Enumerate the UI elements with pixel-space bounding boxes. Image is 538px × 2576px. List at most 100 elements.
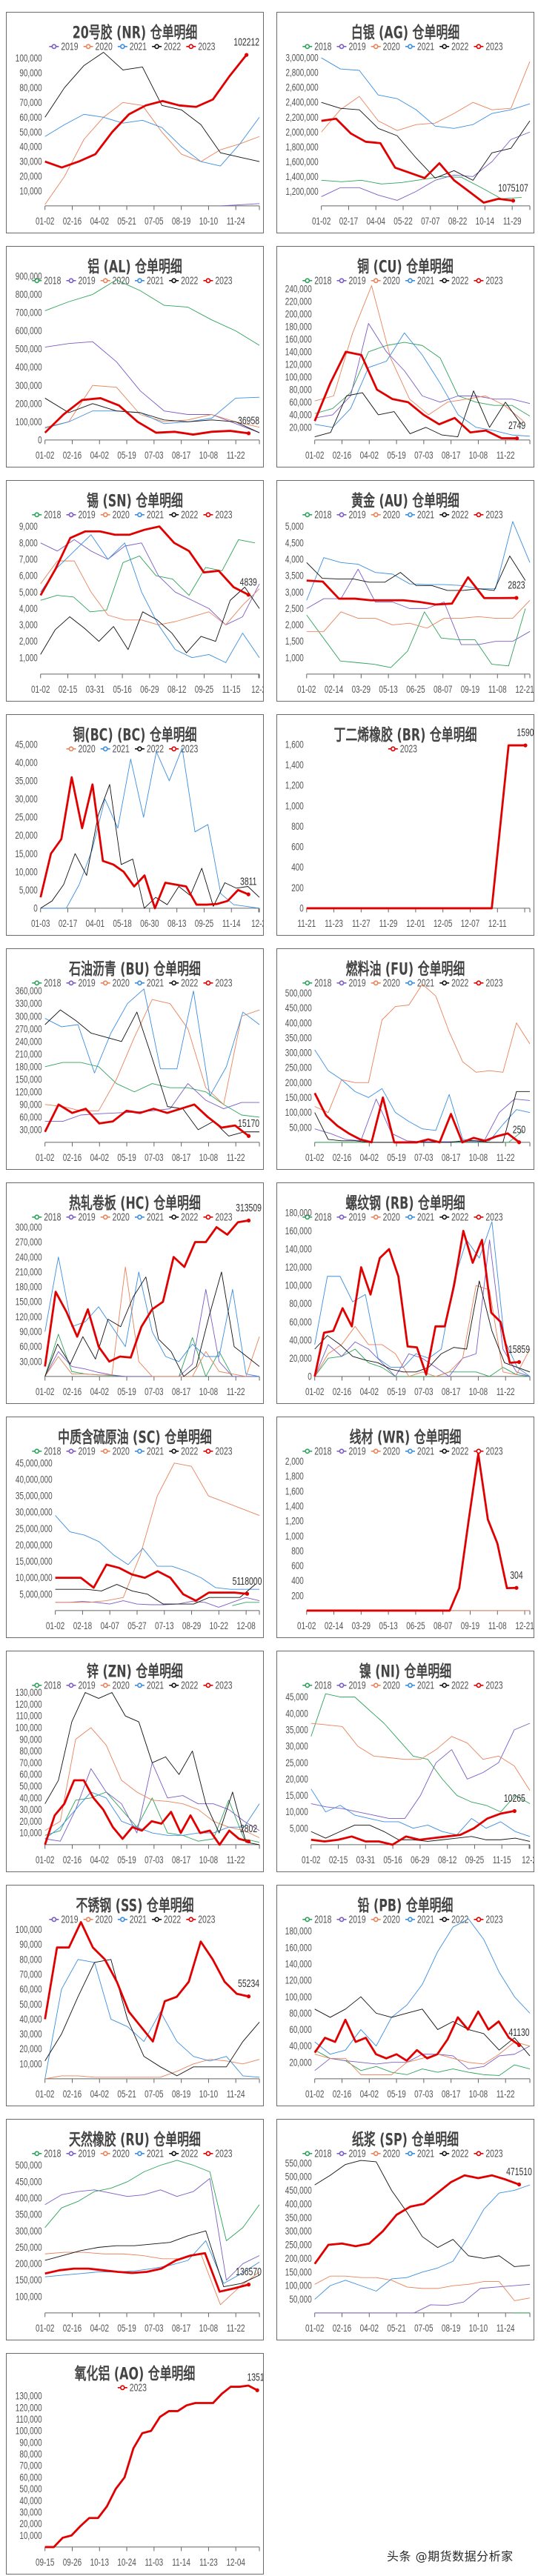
- legend-item-2023[interactable]: 2023: [474, 1211, 503, 1223]
- legend-item-2021[interactable]: 2021: [405, 1445, 434, 1457]
- legend-item-2019[interactable]: 2019: [337, 1680, 366, 1691]
- legend-item-2023[interactable]: 2023: [474, 41, 503, 53]
- legend-item-2022[interactable]: 2022: [169, 1211, 198, 1223]
- legend-item-2018[interactable]: 2018: [32, 977, 61, 989]
- legend-item-2022[interactable]: 2022: [169, 977, 198, 989]
- legend-item-2020[interactable]: 2020: [371, 1445, 400, 1457]
- legend-item-2023[interactable]: 2023: [203, 977, 233, 989]
- legend-item-2022[interactable]: 2022: [169, 509, 198, 521]
- legend-item-2022[interactable]: 2022: [439, 41, 468, 53]
- legend-item-2022[interactable]: 2022: [439, 275, 468, 287]
- legend-item-2022[interactable]: 2022: [439, 1211, 468, 1223]
- legend-item-2023[interactable]: 2023: [388, 743, 417, 755]
- legend-item-2021[interactable]: 2021: [135, 977, 164, 989]
- legend-item-2019[interactable]: 2019: [67, 977, 96, 989]
- legend-item-2018[interactable]: 2018: [32, 2148, 61, 2160]
- legend-item-2021[interactable]: 2021: [405, 977, 434, 989]
- legend-item-2020[interactable]: 2020: [371, 1914, 400, 1926]
- legend-item-2023[interactable]: 2023: [474, 275, 503, 287]
- legend-item-2019[interactable]: 2019: [337, 41, 366, 53]
- legend-item-2020[interactable]: 2020: [371, 41, 400, 53]
- legend-item-2018[interactable]: 2018: [32, 275, 61, 287]
- legend-item-2020[interactable]: 2020: [371, 509, 400, 521]
- legend-item-2022[interactable]: 2022: [169, 1445, 198, 1457]
- legend-item-2019[interactable]: 2019: [337, 275, 366, 287]
- legend-item-2020[interactable]: 2020: [84, 41, 113, 53]
- legend-item-2022[interactable]: 2022: [135, 743, 164, 755]
- legend-item-2022[interactable]: 2022: [439, 977, 468, 989]
- legend-item-2018[interactable]: 2018: [302, 275, 331, 287]
- legend-item-2021[interactable]: 2021: [135, 1680, 164, 1691]
- legend-item-2021[interactable]: 2021: [135, 2148, 164, 2160]
- legend-item-2019[interactable]: 2019: [337, 2148, 366, 2160]
- legend-item-2020[interactable]: 2020: [101, 1680, 130, 1691]
- legend-item-2023[interactable]: 2023: [203, 1211, 233, 1223]
- legend-item-2019[interactable]: 2019: [67, 1680, 96, 1691]
- legend-item-2023[interactable]: 2023: [474, 977, 503, 989]
- legend-item-2021[interactable]: 2021: [405, 1211, 434, 1223]
- legend-item-2023[interactable]: 2023: [474, 2148, 503, 2160]
- legend-item-2019[interactable]: 2019: [67, 1445, 96, 1457]
- legend-item-2023[interactable]: 2023: [169, 743, 198, 755]
- legend-item-2023[interactable]: 2023: [203, 509, 233, 521]
- legend-item-2021[interactable]: 2021: [405, 275, 434, 287]
- legend-item-2021[interactable]: 2021: [135, 1445, 164, 1457]
- legend-item-2023[interactable]: 2023: [186, 1914, 215, 1926]
- legend-item-2021[interactable]: 2021: [405, 41, 434, 53]
- legend-item-2018[interactable]: 2018: [302, 2148, 331, 2160]
- legend-item-2023[interactable]: 2023: [474, 509, 503, 521]
- legend-item-2023[interactable]: 2023: [474, 1445, 503, 1457]
- legend-item-2019[interactable]: 2019: [337, 1211, 366, 1223]
- legend-item-2022[interactable]: 2022: [169, 1680, 198, 1691]
- legend-item-2020[interactable]: 2020: [371, 977, 400, 989]
- legend-item-2021[interactable]: 2021: [101, 743, 130, 755]
- legend-item-2019[interactable]: 2019: [49, 1914, 79, 1926]
- legend-item-2023[interactable]: 2023: [203, 1680, 233, 1691]
- legend-item-2018[interactable]: 2018: [32, 1211, 61, 1223]
- legend-item-2019[interactable]: 2019: [67, 275, 96, 287]
- legend-item-2020[interactable]: 2020: [371, 2148, 400, 2160]
- legend-item-2022[interactable]: 2022: [439, 1445, 468, 1457]
- legend-item-2021[interactable]: 2021: [135, 1211, 164, 1223]
- legend-item-2023[interactable]: 2023: [203, 2148, 233, 2160]
- legend-item-2023[interactable]: 2023: [474, 1914, 503, 1926]
- legend-item-2018[interactable]: 2018: [302, 1680, 331, 1691]
- legend-item-2023[interactable]: 2023: [203, 1445, 233, 1457]
- legend-item-2023[interactable]: 2023: [118, 2382, 147, 2394]
- legend-item-2021[interactable]: 2021: [405, 509, 434, 521]
- legend-item-2019[interactable]: 2019: [67, 2148, 96, 2160]
- legend-item-2022[interactable]: 2022: [439, 509, 468, 521]
- legend-item-2022[interactable]: 2022: [169, 275, 198, 287]
- legend-item-2021[interactable]: 2021: [135, 275, 164, 287]
- legend-item-2019[interactable]: 2019: [337, 977, 366, 989]
- legend-item-2019[interactable]: 2019: [67, 509, 96, 521]
- legend-item-2020[interactable]: 2020: [371, 1680, 400, 1691]
- legend-item-2023[interactable]: 2023: [203, 275, 233, 287]
- legend-item-2018[interactable]: 2018: [302, 1445, 331, 1457]
- legend-item-2020[interactable]: 2020: [371, 275, 400, 287]
- legend-item-2019[interactable]: 2019: [49, 41, 79, 53]
- legend-item-2021[interactable]: 2021: [118, 1914, 147, 1926]
- legend-item-2021[interactable]: 2021: [118, 41, 147, 53]
- legend-item-2022[interactable]: 2022: [152, 41, 181, 53]
- legend-item-2018[interactable]: 2018: [302, 1914, 331, 1926]
- legend-item-2019[interactable]: 2019: [337, 509, 366, 521]
- legend-item-2020[interactable]: 2020: [101, 977, 130, 989]
- legend-item-2020[interactable]: 2020: [101, 2148, 130, 2160]
- legend-item-2022[interactable]: 2022: [439, 2148, 468, 2160]
- legend-item-2018[interactable]: 2018: [302, 1211, 331, 1223]
- legend-item-2018[interactable]: 2018: [302, 41, 331, 53]
- legend-item-2023[interactable]: 2023: [186, 41, 215, 53]
- legend-item-2018[interactable]: 2018: [302, 977, 331, 989]
- legend-item-2019[interactable]: 2019: [337, 1914, 366, 1926]
- legend-item-2020[interactable]: 2020: [101, 1445, 130, 1457]
- legend-item-2018[interactable]: 2018: [32, 1680, 61, 1691]
- legend-item-2020[interactable]: 2020: [67, 743, 96, 755]
- legend-item-2022[interactable]: 2022: [169, 2148, 198, 2160]
- legend-item-2020[interactable]: 2020: [101, 509, 130, 521]
- legend-item-2018[interactable]: 2018: [32, 1445, 61, 1457]
- legend-item-2022[interactable]: 2022: [439, 1680, 468, 1691]
- legend-item-2022[interactable]: 2022: [439, 1914, 468, 1926]
- legend-item-2021[interactable]: 2021: [405, 1914, 434, 1926]
- legend-item-2020[interactable]: 2020: [101, 1211, 130, 1223]
